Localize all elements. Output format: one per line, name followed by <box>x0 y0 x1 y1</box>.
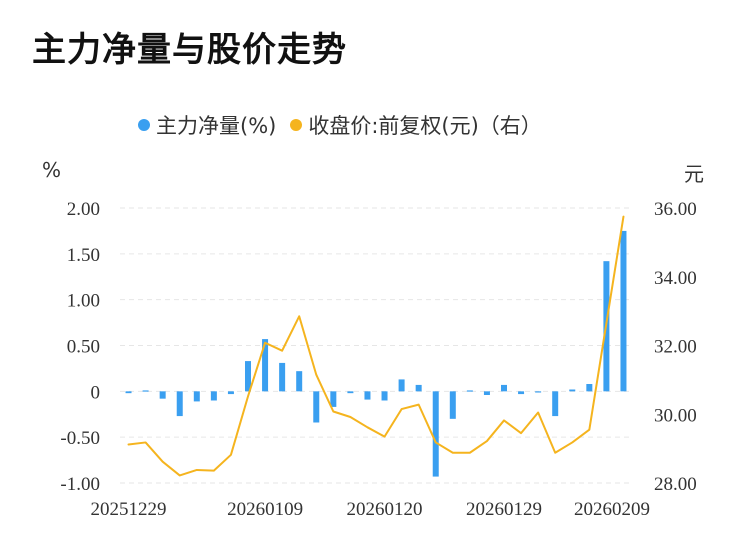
bar[interactable] <box>483 391 490 395</box>
bar[interactable] <box>262 339 269 392</box>
x-tick-label: 20260129 <box>466 499 542 520</box>
bar[interactable] <box>535 391 542 393</box>
x-tick-label: 20260209 <box>574 499 650 520</box>
bar[interactable] <box>245 361 251 392</box>
bar[interactable] <box>449 391 456 419</box>
x-tick-labels: 20251229 20260109 20260120 20260129 20260209 <box>91 499 650 520</box>
bar[interactable] <box>193 391 200 402</box>
bar[interactable] <box>364 391 371 400</box>
legend: 主力净量(%) 收盘价:前复权(元)（右） <box>138 110 556 140</box>
bar[interactable] <box>586 384 593 392</box>
left-axis-unit: % <box>42 158 62 182</box>
bar[interactable] <box>347 391 354 394</box>
left-y-tick-labels: 2.00 1.50 1.00 0.50 0 -0.50 -1.00 <box>60 199 100 495</box>
right-y-tick-label: 32.00 <box>654 337 697 358</box>
bar[interactable] <box>466 390 473 392</box>
left-y-tick-label: 1.50 <box>67 245 100 266</box>
left-y-tick-label: 0.50 <box>67 337 100 358</box>
bar[interactable] <box>432 391 439 477</box>
legend-dot-close-price <box>290 119 303 131</box>
bar[interactable] <box>415 384 422 392</box>
left-y-tick-label: 2.00 <box>67 199 100 220</box>
legend-label-net-flow: 主力净量(%) <box>156 114 277 138</box>
bar[interactable] <box>398 379 405 392</box>
bar[interactable] <box>330 391 337 407</box>
x-tick-label: 20251229 <box>91 499 167 520</box>
bar[interactable] <box>227 391 234 395</box>
close-price-line <box>127 215 625 477</box>
line-series <box>127 215 625 477</box>
chart-title: 主力净量与股价走势 <box>32 30 347 70</box>
bar[interactable] <box>279 362 286 392</box>
legend-item-net-flow[interactable]: 主力净量(%) <box>138 110 276 140</box>
bar[interactable] <box>176 391 183 417</box>
legend-label-close-price: 收盘价:前复权(元)（右） <box>308 114 542 138</box>
left-y-tick-label: 0 <box>91 382 101 403</box>
legend-item-close-price[interactable]: 收盘价:前复权(元)（右） <box>290 110 542 140</box>
left-y-tick-label: -0.50 <box>60 428 100 449</box>
gridlines <box>120 207 632 484</box>
bar[interactable] <box>569 389 576 392</box>
bar[interactable] <box>552 391 559 417</box>
bar[interactable] <box>142 390 149 392</box>
x-tick-label: 20260109 <box>227 499 303 520</box>
left-y-tick-label: 1.00 <box>67 291 100 312</box>
right-y-tick-label: 30.00 <box>654 405 697 426</box>
bar[interactable] <box>210 391 217 401</box>
bar-series <box>125 230 627 477</box>
bar[interactable] <box>125 391 132 394</box>
bar[interactable] <box>518 391 525 395</box>
left-y-tick-label: -1.00 <box>60 474 100 495</box>
right-y-tick-label: 34.00 <box>654 268 697 289</box>
right-y-tick-label: 36.00 <box>654 199 697 220</box>
bar[interactable] <box>159 391 166 399</box>
bar[interactable] <box>381 391 388 401</box>
bar[interactable] <box>501 384 507 392</box>
bar[interactable] <box>296 371 303 392</box>
right-axis-unit: 元 <box>684 162 704 186</box>
bar[interactable] <box>620 230 627 392</box>
bar[interactable] <box>313 391 320 423</box>
right-y-tick-label: 28.00 <box>654 474 697 495</box>
legend-dot-net-flow <box>138 119 150 131</box>
x-tick-label: 20260120 <box>347 499 423 520</box>
right-y-tick-labels: 36.00 34.00 32.00 30.00 28.00 <box>654 199 697 495</box>
